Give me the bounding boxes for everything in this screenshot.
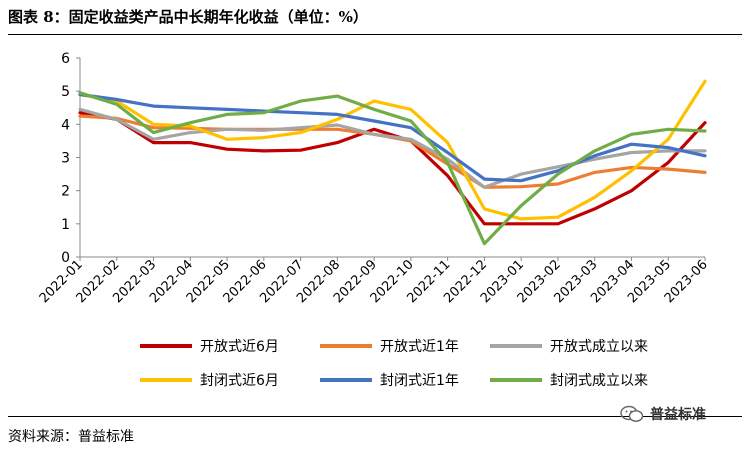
legend-label: 开放式近6月 [200, 339, 279, 355]
watermark: 普益标准 [620, 404, 706, 424]
bottom-rule [8, 416, 742, 417]
chart-legend: 开放式近6月 开放式近1年 开放式成立以来封闭式近6月 封闭式近1年 封闭式成立以来 [140, 336, 660, 390]
y-tick-label: 0 [61, 250, 70, 266]
legend-label: 开放式成立以来 [550, 339, 648, 355]
legend-item-4: 封闭式近6月 [140, 370, 320, 390]
y-tick-label: 2 [61, 184, 70, 200]
wechat-icon [620, 405, 644, 422]
y-tick-label: 3 [61, 151, 70, 167]
series-line-6 [78, 91, 707, 246]
watermark-text: 普益标准 [650, 407, 706, 423]
legend-swatch [320, 378, 372, 382]
legend-label: 封闭式成立以来 [550, 373, 648, 389]
legend-label: 封闭式近6月 [200, 373, 279, 389]
y-tick-label: 4 [61, 117, 70, 133]
series-line-5 [78, 92, 707, 183]
source-note: 资料来源：普益标准 [8, 429, 134, 445]
line-chart: 01234562022-012022-022022-032022-042022-… [37, 51, 711, 306]
legend-swatch [140, 378, 192, 382]
y-tick-label: 6 [61, 51, 70, 67]
legend-swatch [490, 344, 542, 348]
legend-item-6: 封闭式成立以来 [490, 370, 660, 390]
legend-item-5: 封闭式近1年 [320, 370, 490, 390]
legend-swatch [490, 378, 542, 382]
legend-swatch [320, 344, 372, 348]
legend-label: 封闭式近1年 [380, 373, 459, 389]
top-rule [8, 34, 742, 35]
series-line-1 [78, 111, 707, 226]
legend-item-1: 开放式近6月 [140, 336, 320, 356]
y-tick-label: 5 [61, 84, 70, 100]
legend-swatch [140, 344, 192, 348]
y-tick-label: 1 [61, 217, 70, 233]
figure-title: 图表 8：固定收益类产品中长期年化收益（单位：%） [8, 8, 368, 26]
series-line-3 [78, 107, 707, 189]
legend-item-3: 开放式成立以来 [490, 336, 660, 356]
legend-item-2: 开放式近1年 [320, 336, 490, 356]
legend-label: 开放式近1年 [380, 339, 459, 355]
